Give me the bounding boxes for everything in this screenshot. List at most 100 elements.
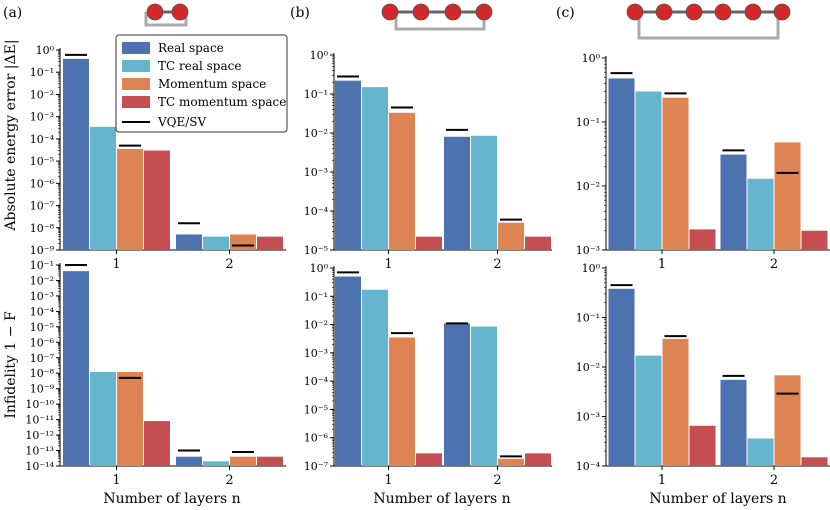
bar-tc-real-space-layer-2: [203, 236, 229, 250]
bar-real-space-layer-1: [63, 58, 89, 251]
y-tick-label: 10⁻⁸: [30, 222, 55, 235]
y-tick-label: 10⁻⁵: [304, 244, 328, 257]
y-tick-label: 10⁻¹²: [25, 429, 54, 442]
x-tick-label: 1: [384, 473, 392, 488]
bar-momentum-space-layer-2: [498, 458, 524, 466]
bar-tc-momentum-space-layer-2: [257, 236, 283, 250]
bar-tc-real-space-layer-1: [635, 355, 662, 466]
y-tick-label: 10⁰: [310, 262, 329, 275]
bar-tc-real-space-layer-2: [471, 326, 497, 466]
x-tick-label: 2: [493, 257, 501, 272]
bar-tc-real-space-layer-2: [203, 461, 229, 466]
bar-tc-real-space-layer-1: [90, 372, 116, 466]
bar-tc-real-space-layer-2: [747, 178, 774, 250]
y-tick-label: 10⁻²: [30, 274, 54, 287]
y-tick-label: 10⁻¹: [304, 88, 328, 101]
y-tick-label: 10⁻³: [304, 166, 328, 179]
y-tick-label: 10⁻⁴: [30, 305, 55, 318]
chart-panels: 10⁻⁹ 10⁻⁸ 10⁻⁷ 10⁻⁶ 10⁻⁵ 10⁻⁴ 10⁻³ 10⁻² 10⁻¹ 10⁰ 1…: [25, 44, 830, 488]
bar-momentum-space-layer-2: [230, 234, 256, 250]
x-tick-label: 2: [770, 473, 778, 488]
y-tick-label: 10⁰: [36, 44, 55, 57]
y-tick-label: 10⁻¹³: [25, 445, 54, 458]
x-tick-label: 1: [384, 257, 392, 272]
legend-swatch-real-space: [122, 42, 150, 54]
chart-a-infidelity: 10⁻¹⁴ 10⁻¹³ 10⁻¹² 10⁻¹¹ 10⁻¹⁰ 10⁻⁹ 10⁻⁸ 10⁻⁷ 10⁻…: [25, 259, 286, 488]
legend-label-momentum-space: Momentum space: [158, 77, 266, 91]
y-tick-label: 10⁻¹¹: [25, 414, 54, 427]
y-tick-label: 10⁻⁶: [304, 432, 329, 445]
x-tick-label: 2: [225, 257, 233, 272]
xlabel-a: Number of layers n: [103, 491, 240, 507]
y-tick-label: 10⁻⁸: [30, 367, 55, 380]
bar-tc-real-space-layer-1: [635, 91, 662, 251]
y-tick-label: 10⁻⁶: [30, 336, 55, 349]
x-tick-label: 1: [112, 473, 120, 488]
bar-tc-real-space-layer-2: [471, 135, 497, 250]
y-tick-label: 10⁻⁹: [30, 383, 55, 396]
bar-real-space-layer-1: [63, 271, 89, 466]
ylabel-energy: Absolute energy error |ΔE|: [3, 39, 19, 231]
panel-label-c: (c): [556, 5, 575, 21]
bar-tc-momentum-space-layer-1: [689, 229, 716, 250]
bar-tc-momentum-space-layer-2: [525, 453, 551, 466]
molecule-6-atoms: [626, 3, 791, 40]
y-tick-label: 10⁻⁴: [576, 460, 601, 473]
y-tick-label: 10⁻³: [304, 347, 328, 360]
panel-label-a: (a): [3, 5, 22, 21]
x-tick-label: 1: [658, 473, 666, 488]
xlabel-b: Number of layers n: [373, 491, 510, 507]
y-tick-label: 10⁻⁵: [304, 403, 328, 416]
bar-real-space-layer-1: [608, 78, 635, 250]
y-tick-label: 10⁻¹: [576, 116, 600, 129]
bar-tc-momentum-space-layer-1: [144, 150, 170, 250]
molecule-4-atoms: [381, 3, 493, 31]
legend-label-tc-momentum-space: TC momentum space: [158, 95, 286, 109]
chart-c-infidelity: 10⁻⁴ 10⁻³ 10⁻² 10⁻¹ 10⁰ 1 2: [576, 262, 830, 488]
bar-momentum-space-layer-1: [117, 372, 143, 466]
bar-real-space-layer-2: [444, 136, 470, 250]
x-tick-label: 1: [112, 257, 120, 272]
y-tick-label: 10⁻¹⁴: [25, 460, 54, 473]
bar-real-space-layer-2: [720, 154, 747, 250]
bar-tc-real-space-layer-1: [362, 289, 388, 466]
chart-a-energy: 10⁻⁹ 10⁻⁸ 10⁻⁷ 10⁻⁶ 10⁻⁵ 10⁻⁴ 10⁻³ 10⁻² 10⁻¹ 10⁰ 1…: [30, 44, 286, 272]
bar-real-space-layer-2: [176, 456, 202, 466]
molecule-2-atoms: [144, 3, 189, 27]
y-tick-label: 10⁻¹: [30, 66, 54, 79]
bar-tc-momentum-space-layer-1: [689, 425, 716, 466]
y-tick-label: 10⁻¹: [304, 290, 328, 303]
y-tick-label: 10⁻⁷: [30, 200, 55, 213]
y-tick-label: 10⁻⁵: [30, 155, 54, 168]
y-tick-label: 10⁻²: [576, 361, 600, 374]
bar-momentum-space-layer-2: [774, 142, 801, 250]
bar-momentum-space-layer-1: [662, 97, 689, 251]
xlabel-c: Number of layers n: [649, 491, 786, 507]
legend: Real space TC real space Momentum space …: [115, 34, 288, 133]
bar-momentum-space-layer-1: [389, 112, 415, 250]
y-tick-label: 10⁻³: [30, 111, 54, 124]
legend-label-tc-real-space: TC real space: [158, 59, 241, 73]
legend-swatch-tc-momentum-space: [122, 96, 150, 108]
bar-real-space-layer-1: [608, 288, 635, 466]
y-tick-label: 10⁻⁴: [30, 133, 55, 146]
x-tick-label: 1: [658, 257, 666, 272]
legend-swatch-tc-real-space: [122, 60, 150, 72]
y-tick-label: 10⁻²: [304, 127, 328, 140]
bar-real-space-layer-2: [444, 323, 470, 466]
legend-swatch-momentum-space: [122, 78, 150, 90]
bar-tc-momentum-space-layer-2: [801, 230, 828, 250]
y-tick-label: 10⁻⁶: [30, 177, 55, 190]
bar-tc-momentum-space-layer-1: [416, 236, 442, 250]
bar-momentum-space-layer-1: [662, 338, 689, 466]
bar-real-space-layer-2: [176, 234, 202, 250]
legend-label-vqe-sv: VQE/SV: [157, 115, 207, 129]
bar-tc-real-space-layer-2: [747, 438, 774, 466]
y-tick-label: 10⁻⁷: [30, 352, 55, 365]
bar-tc-momentum-space-layer-1: [144, 421, 170, 466]
y-tick-label: 10⁻³: [576, 244, 600, 257]
legend-label-real-space: Real space: [158, 41, 224, 55]
y-tick-label: 10⁻⁴: [304, 205, 329, 218]
y-tick-label: 10⁻⁹: [30, 244, 55, 257]
